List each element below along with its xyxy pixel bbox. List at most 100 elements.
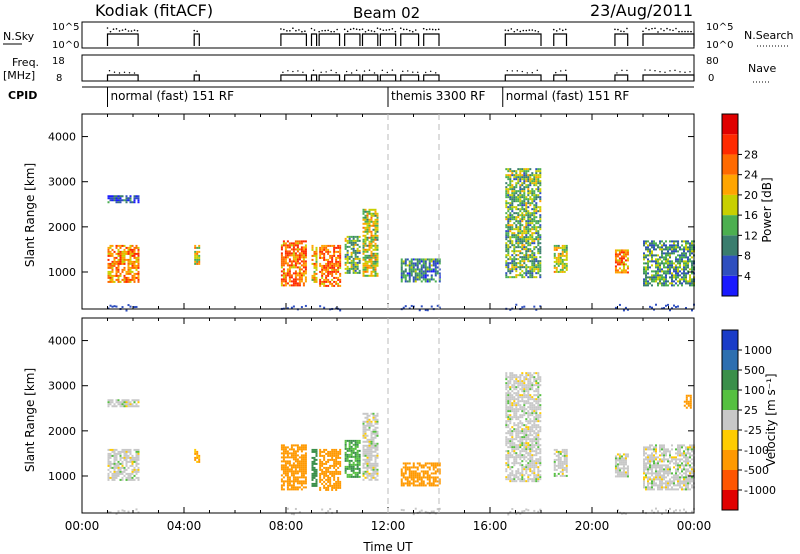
- range-gate-cell: [533, 246, 536, 249]
- range-gate-cell: [298, 258, 301, 261]
- range-gate-cell: [661, 282, 663, 285]
- range-gate-cell: [513, 216, 516, 219]
- range-gate-cell: [539, 190, 542, 193]
- range-gate-cell: [651, 270, 653, 273]
- range-gate-cell: [559, 256, 562, 259]
- range-gate-cell: [519, 474, 522, 477]
- range-gate-cell: [531, 428, 534, 431]
- nave-point: [684, 71, 686, 74]
- range-gate-cell: [333, 262, 336, 265]
- range-gate-cell: [645, 472, 647, 475]
- range-gate-cell: [313, 456, 316, 459]
- range-gate-cell: [362, 448, 365, 451]
- range-gate-cell: [331, 458, 334, 461]
- range-gate-cell: [521, 450, 524, 453]
- range-gate-cell: [298, 272, 301, 275]
- range-gate-cell: [348, 255, 351, 258]
- range-gate-cell: [348, 257, 351, 260]
- noise-search-point: [504, 29, 507, 31]
- range-gate-cell: [529, 228, 532, 231]
- range-gate-cell: [689, 284, 691, 287]
- range-gate-cell: [539, 188, 542, 191]
- range-gate-cell: [121, 478, 124, 481]
- range-gate-cell: [515, 184, 518, 187]
- range-gate-cell: [626, 253, 629, 256]
- range-gate-cell: [368, 464, 371, 467]
- range-gate-cell: [533, 264, 536, 267]
- range-gate-cell: [364, 466, 367, 469]
- noise-search-point: [648, 28, 650, 31]
- range-gate-cell: [400, 484, 403, 487]
- range-gate-cell: [616, 463, 619, 466]
- range-gate-cell: [531, 272, 534, 275]
- range-gate-cell: [525, 430, 528, 433]
- range-gate-cell: [428, 476, 431, 479]
- range-gate-cell: [364, 432, 367, 435]
- range-gate-cell: [513, 206, 516, 209]
- range-gate-cell: [372, 450, 375, 453]
- range-gate-cell: [135, 460, 138, 463]
- range-gate-cell: [374, 274, 377, 277]
- range-gate-cell: [313, 264, 316, 267]
- range-gate-cell: [286, 256, 289, 259]
- range-gate-cell: [109, 470, 112, 473]
- range-gate-cell: [531, 446, 534, 449]
- range-gate-cell: [624, 471, 627, 474]
- range-gate-cell: [304, 252, 307, 255]
- range-gate-cell: [643, 254, 645, 257]
- range-gate-cell: [296, 488, 299, 491]
- range-gate-cell: [370, 434, 373, 437]
- range-gate-cell: [555, 268, 558, 271]
- range-gate-cell: [296, 250, 299, 253]
- range-gate-cell: [529, 180, 532, 183]
- range-gate-cell: [434, 476, 437, 479]
- range-gate-cell: [323, 474, 326, 477]
- range-gate-cell: [364, 424, 367, 427]
- range-gate-cell: [669, 260, 671, 263]
- range-gate-cell: [537, 392, 540, 395]
- range-gate-cell: [513, 250, 516, 253]
- range-gate-cell: [616, 459, 619, 462]
- frequency-trace-segment: [379, 74, 397, 81]
- range-gate-cell: [333, 246, 336, 249]
- noise-search-point: [310, 27, 313, 30]
- range-gate-cell: [521, 394, 524, 397]
- range-gate-cell: [663, 258, 665, 261]
- range-gate-cell: [531, 374, 534, 377]
- range-gate-cell: [292, 464, 295, 467]
- range-gate-cell: [327, 284, 330, 287]
- range-gate-cell: [420, 268, 423, 271]
- range-gate-cell: [519, 422, 522, 425]
- noise-search-point: [321, 29, 323, 32]
- range-gate-cell: [410, 474, 413, 477]
- range-gate-cell: [614, 267, 617, 270]
- range-gate-cell: [649, 276, 651, 279]
- range-gate-cell: [509, 208, 512, 211]
- range-gate-cell: [406, 468, 409, 471]
- range-gate-cell: [288, 244, 291, 247]
- range-gate-cell: [424, 280, 427, 283]
- range-gate-cell: [519, 242, 522, 245]
- range-gate-cell: [531, 260, 534, 263]
- range-gate-cell: [125, 258, 128, 261]
- range-gate-cell: [430, 260, 433, 263]
- range-gate-cell: [515, 374, 518, 377]
- range-gate-cell: [529, 274, 532, 277]
- range-gate-cell: [430, 268, 433, 271]
- range-gate-cell: [533, 192, 536, 195]
- range-gate-cell: [527, 244, 530, 247]
- range-gate-cell: [511, 394, 514, 397]
- range-gate-cell: [691, 250, 693, 253]
- range-gate-cell: [655, 266, 657, 269]
- range-gate-cell: [133, 197, 136, 200]
- range-gate-cell: [555, 270, 558, 273]
- range-gate-cell: [333, 276, 336, 279]
- range-gate-cell: [339, 482, 342, 485]
- range-gate-cell: [511, 224, 514, 227]
- range-gate-cell: [302, 262, 305, 265]
- range-gate-cell: [507, 462, 510, 465]
- range-gate-cell: [352, 257, 355, 260]
- range-gate-cell: [323, 462, 326, 465]
- range-gate-cell: [325, 466, 328, 469]
- range-gate-cell: [537, 270, 540, 273]
